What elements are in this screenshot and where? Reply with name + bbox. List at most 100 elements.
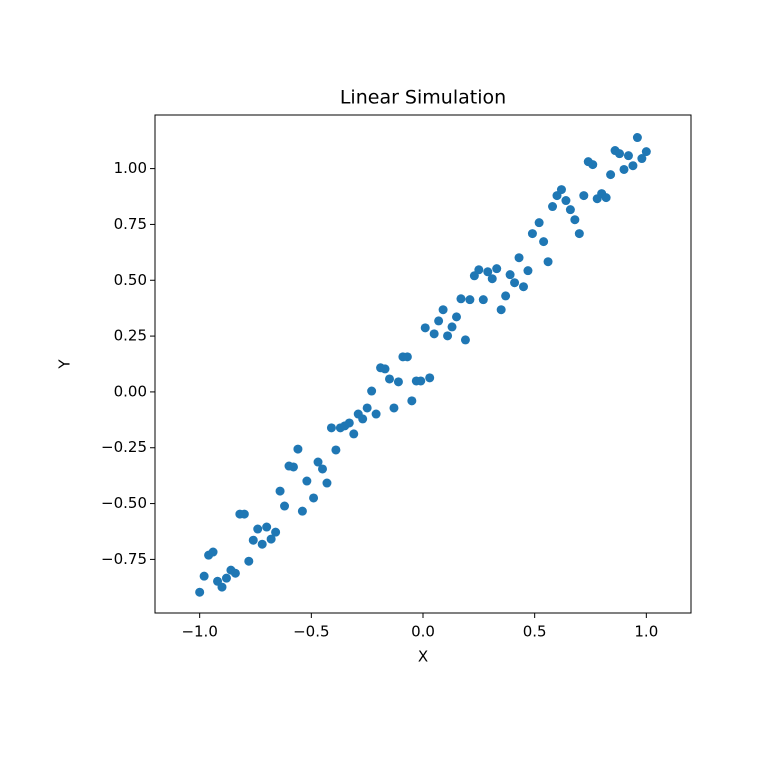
point [344, 418, 354, 428]
point [293, 444, 303, 454]
point [637, 154, 647, 164]
point [452, 312, 461, 322]
point [429, 329, 439, 339]
point [539, 237, 549, 247]
x-tick-label: −1.0 [181, 623, 217, 641]
y-tick-label: 0.75 [114, 215, 147, 233]
point [266, 534, 276, 544]
point [309, 493, 319, 503]
point [380, 364, 390, 374]
point [501, 291, 511, 301]
point [407, 396, 417, 406]
point [262, 522, 272, 532]
point [416, 376, 426, 386]
point [280, 501, 290, 511]
x-tick-label: −0.5 [293, 623, 329, 641]
point [248, 535, 258, 545]
point [239, 509, 249, 519]
point [199, 571, 209, 581]
point [474, 265, 484, 275]
point [548, 202, 558, 212]
point [302, 476, 312, 486]
point [534, 218, 544, 228]
point [496, 305, 506, 315]
point [492, 264, 502, 274]
point [326, 423, 336, 433]
point [221, 573, 231, 583]
point [425, 373, 435, 383]
point [195, 587, 205, 597]
point [570, 215, 580, 225]
point [297, 506, 307, 516]
point [561, 196, 571, 206]
point [619, 164, 629, 174]
point [574, 229, 584, 239]
point [367, 386, 377, 396]
point [588, 160, 598, 170]
point [217, 582, 227, 592]
point [523, 266, 533, 276]
y-tick-label: 0.50 [114, 271, 147, 289]
point [288, 462, 298, 472]
point [579, 191, 589, 201]
point [519, 282, 528, 292]
point [358, 414, 368, 424]
point [393, 377, 403, 387]
point [556, 185, 566, 195]
point [615, 149, 625, 159]
point [565, 205, 575, 215]
point [322, 478, 332, 488]
point [438, 305, 448, 315]
y-tick-label: −0.75 [101, 550, 147, 568]
point [362, 403, 372, 413]
y-axis-label: Y [56, 359, 74, 370]
point [244, 556, 254, 566]
x-tick-label: 1.0 [634, 623, 658, 641]
point [389, 403, 399, 413]
point [510, 278, 520, 288]
x-axis-label: X [418, 648, 428, 666]
point [313, 457, 323, 467]
point [632, 133, 642, 143]
point [460, 335, 470, 345]
point [487, 274, 497, 284]
point [543, 257, 553, 267]
y-tick-label: −0.50 [101, 494, 147, 512]
chart-title: Linear Simulation [340, 87, 506, 109]
point [623, 151, 633, 161]
point [371, 409, 381, 419]
point [349, 429, 359, 439]
point [318, 464, 327, 474]
point [402, 352, 412, 362]
x-tick-label: 0.5 [523, 623, 547, 641]
point [385, 374, 394, 384]
plot-frame [154, 114, 692, 614]
point [527, 229, 537, 239]
point [628, 161, 638, 171]
point [271, 527, 281, 537]
x-tick-label: 0.0 [411, 623, 435, 641]
point [253, 524, 263, 534]
point [230, 568, 240, 578]
point [478, 295, 488, 305]
y-tick-label: 0.25 [114, 327, 147, 345]
point [434, 316, 444, 326]
point [257, 539, 267, 549]
point [641, 147, 651, 157]
y-tick-label: −0.25 [101, 438, 147, 456]
point [606, 170, 616, 180]
point [601, 193, 611, 203]
point [275, 486, 285, 496]
point [456, 294, 466, 304]
point [465, 295, 475, 305]
point [443, 331, 453, 341]
point [208, 547, 218, 557]
y-tick-label: 0.00 [114, 382, 147, 400]
point [420, 323, 430, 333]
point [514, 253, 524, 263]
y-tick-label: 1.00 [114, 159, 147, 177]
point [447, 322, 457, 332]
point [483, 267, 493, 277]
point [505, 270, 515, 280]
